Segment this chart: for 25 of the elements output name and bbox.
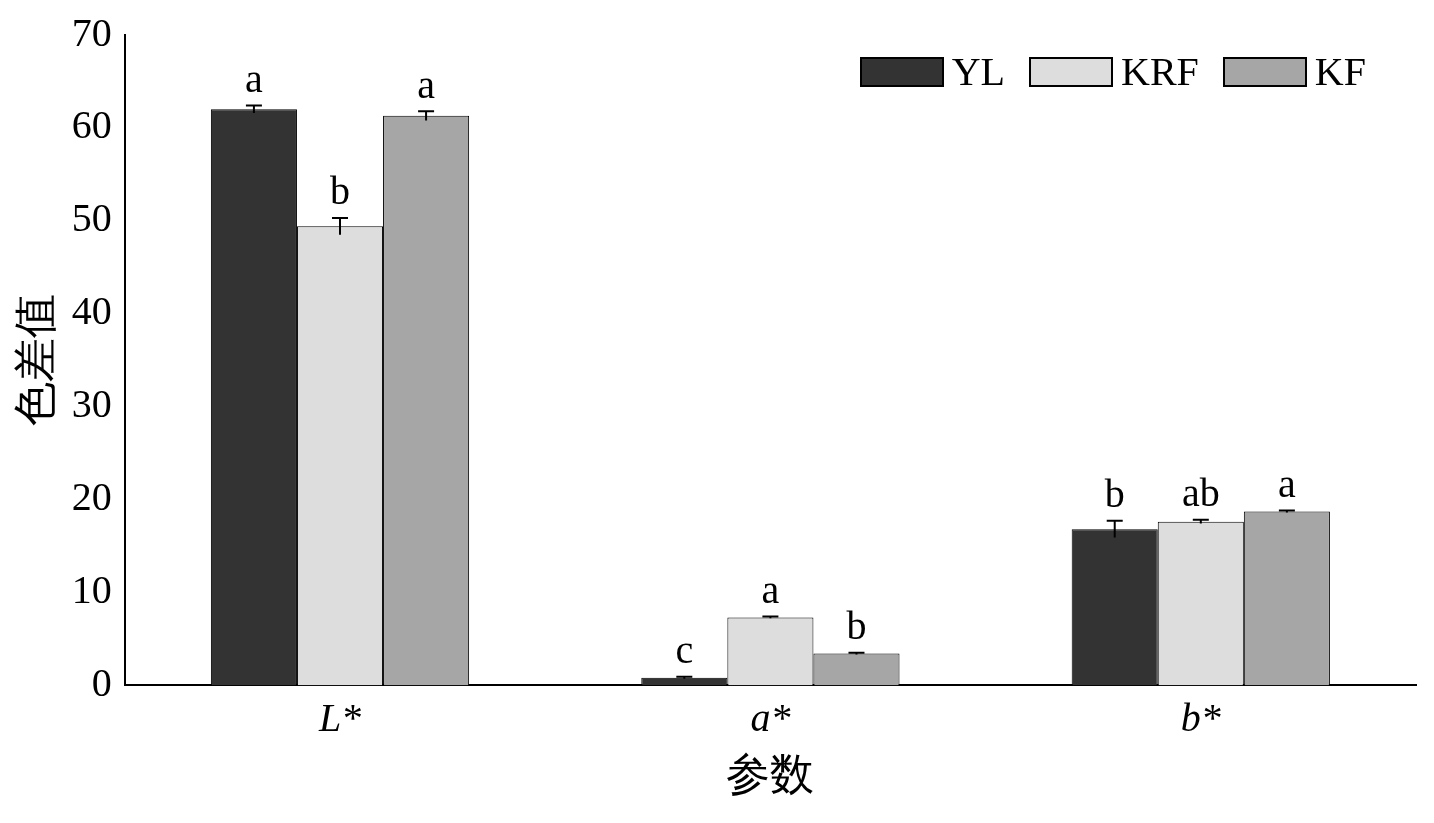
y-tick-label: 60 bbox=[71, 102, 112, 148]
y-tick-label: 30 bbox=[71, 381, 112, 427]
legend-label: YL bbox=[951, 48, 1006, 95]
y-tick-label: 50 bbox=[71, 195, 112, 241]
data-label: a bbox=[245, 56, 264, 102]
data-label: b bbox=[1104, 471, 1125, 517]
x-axis-title: 参数 bbox=[726, 750, 815, 800]
data-label: a bbox=[1278, 461, 1296, 507]
x-tick-label: b* bbox=[1180, 694, 1221, 740]
data-label: c bbox=[675, 627, 694, 673]
legend-label: KF bbox=[1314, 48, 1366, 95]
x-tick-label: L* bbox=[317, 694, 362, 740]
y-tick-label: 10 bbox=[71, 566, 112, 612]
y-tick-label: 70 bbox=[71, 9, 112, 55]
y-axis-title: 色差值 bbox=[10, 294, 60, 427]
data-label: ab bbox=[1181, 470, 1220, 516]
data-label: a bbox=[417, 61, 436, 107]
data-label: b bbox=[846, 603, 867, 649]
data-label: b bbox=[330, 168, 350, 214]
legend-label: KRF bbox=[1121, 48, 1199, 95]
y-tick-label: 40 bbox=[71, 288, 112, 334]
y-tick-label: 0 bbox=[91, 659, 112, 705]
data-label: a bbox=[761, 566, 780, 612]
y-tick-label: 20 bbox=[71, 473, 112, 519]
x-tick-label: a* bbox=[750, 694, 791, 740]
